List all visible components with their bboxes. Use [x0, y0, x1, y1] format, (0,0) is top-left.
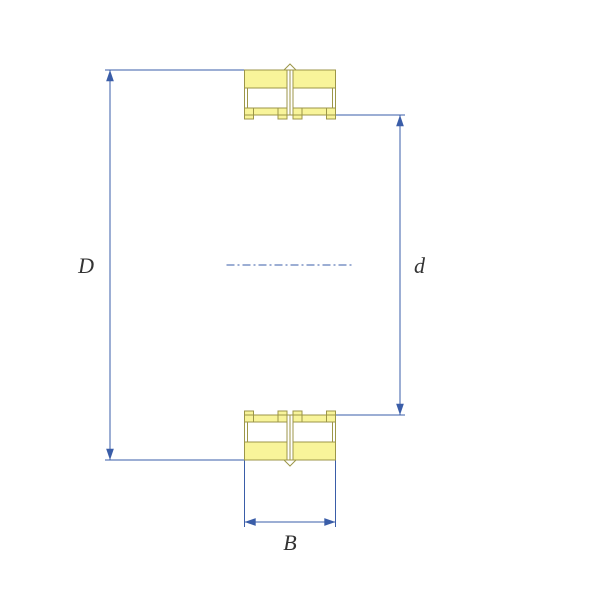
inner-ring-flange: [327, 411, 336, 422]
inner-ring-flange: [293, 411, 302, 422]
arrowhead: [396, 115, 404, 126]
inner-ring-flange: [327, 108, 336, 119]
outer-groove: [284, 460, 296, 466]
roller: [248, 88, 288, 108]
inner-ring-flange: [293, 108, 302, 119]
outer-ring: [293, 70, 336, 88]
inner-ring-flange: [278, 411, 287, 422]
outer-ring: [293, 442, 336, 460]
inner-ring-flange: [245, 411, 254, 422]
label-D: D: [77, 253, 94, 278]
arrowhead: [245, 518, 256, 526]
bearing-cross-section-figure: Dd B: [0, 0, 600, 600]
inner-ring-flange: [278, 108, 287, 119]
label-B: B: [283, 530, 296, 555]
roller: [293, 88, 333, 108]
arrowhead: [396, 404, 404, 415]
roller: [293, 422, 333, 442]
arrowhead: [106, 70, 114, 81]
inner-ring-flange: [245, 108, 254, 119]
outer-ring: [245, 70, 288, 88]
bearing-half: [245, 411, 336, 466]
outer-groove: [284, 64, 296, 70]
arrowhead: [324, 518, 335, 526]
bearing-half: [245, 64, 336, 119]
roller: [248, 422, 288, 442]
arrowhead: [106, 449, 114, 460]
label-d: d: [414, 253, 426, 278]
outer-ring: [245, 442, 288, 460]
